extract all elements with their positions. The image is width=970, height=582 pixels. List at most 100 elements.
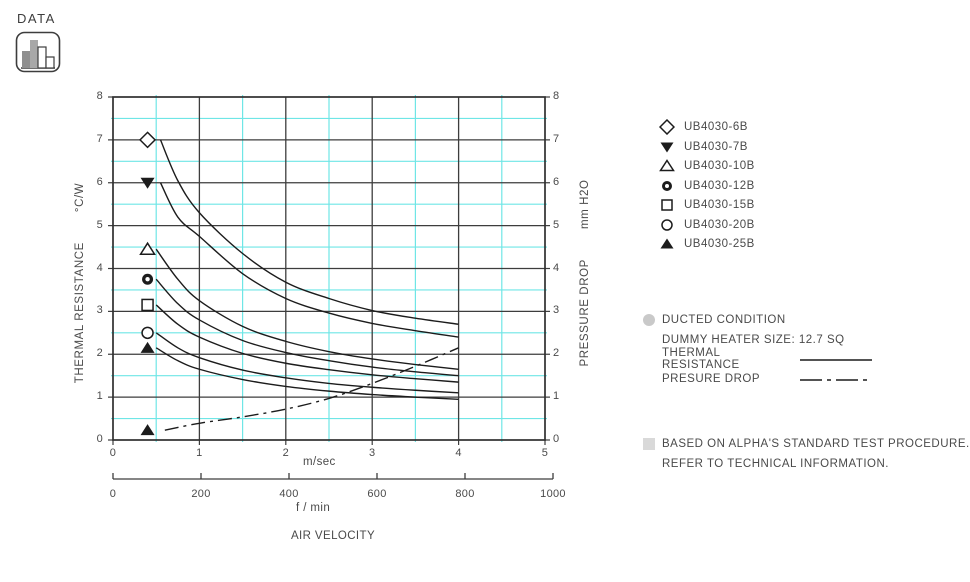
x-tick-fmin: 600 xyxy=(367,488,387,500)
y-tick-right: 4 xyxy=(553,261,560,274)
y-tick-left: 1 xyxy=(96,390,103,403)
bar-chart-icon xyxy=(15,31,61,73)
triangle-up-filled-marker xyxy=(140,424,155,436)
note-pressure-drop: PRESURE DROP xyxy=(662,372,872,386)
circle-bullseye-marker xyxy=(142,273,154,285)
x-axis-msec-label: m/sec xyxy=(303,456,336,468)
x-axis-fmin-scale xyxy=(112,473,554,480)
legend-item-ub4030-10b: UB4030-10B xyxy=(659,159,755,173)
x-tick-fmin: 800 xyxy=(455,488,475,500)
y-tick-left: 7 xyxy=(96,132,103,145)
x-tick-msec: 2 xyxy=(282,447,289,459)
notes-block: DUCTED CONDITION DUMMY HEATER SIZE: 12.7… xyxy=(643,313,872,391)
y-right-title-text: PRESSURE DROP xyxy=(579,259,591,367)
legend-label: UB4030-25B xyxy=(684,238,755,250)
y-right-unit-text: mm H2O xyxy=(579,179,591,230)
y-tick-right: 3 xyxy=(553,304,560,317)
y-tick-right: 2 xyxy=(553,347,560,360)
ducted-condition-label: DUCTED CONDITION xyxy=(662,314,786,326)
curve-ub4030-25b xyxy=(155,347,459,400)
triangle-up-open-marker xyxy=(659,159,675,172)
solid-line-sample xyxy=(800,350,872,368)
x-tick-msec: 3 xyxy=(368,447,376,459)
legend-item-ub4030-25b: UB4030-25B xyxy=(659,237,755,251)
legend-label: UB4030-15B xyxy=(684,199,755,211)
y-tick-left: 3 xyxy=(96,304,103,317)
curve-ub4030-20b xyxy=(155,332,459,394)
y-left-title-text: THERMAL RESISTANCE xyxy=(74,242,86,384)
curve-ub4030-15b xyxy=(155,304,459,383)
y-tick-left: 2 xyxy=(96,347,103,360)
y-tick-right: 5 xyxy=(553,218,560,231)
x-axis-fmin-label: f / min xyxy=(296,502,331,514)
y-tick-left: 0 xyxy=(96,433,103,445)
y-tick-right: 7 xyxy=(553,132,560,145)
footer-text-2: REFER TO TECHNICAL INFORMATION. xyxy=(662,457,889,470)
legend-label: UB4030-7B xyxy=(684,140,748,153)
y-tick-right: 6 xyxy=(553,175,560,188)
x-tick-fmin: 1000 xyxy=(540,488,566,500)
circle-bullet-icon xyxy=(643,314,655,326)
curve-ub4030-7b xyxy=(159,182,459,338)
note-heater-size: DUMMY HEATER SIZE: 12.7 SQ xyxy=(662,333,872,347)
triangle-down-filled-marker xyxy=(660,142,674,152)
square-open-icon xyxy=(661,199,673,211)
x-tick-msec: 0 xyxy=(109,447,117,459)
triangle-up-open-marker xyxy=(139,241,156,255)
heater-size-label: DUMMY HEATER SIZE: 12.7 SQ xyxy=(662,333,845,346)
dashdot-line-sample xyxy=(800,370,868,388)
triangle-up-filled-marker xyxy=(660,238,674,249)
legend-item-ub4030-6b: UB4030-6B xyxy=(659,119,755,135)
footer-note-block: BASED ON ALPHA'S STANDARD TEST PROCEDURE… xyxy=(643,437,970,476)
plot-border xyxy=(112,96,546,441)
footer-line-1: BASED ON ALPHA'S STANDARD TEST PROCEDURE… xyxy=(643,437,970,451)
triangle-up-open-icon xyxy=(659,159,675,172)
note-ducted-condition: DUCTED CONDITION xyxy=(643,313,872,327)
x-tick-msec: 1 xyxy=(196,447,203,459)
legend-item-ub4030-12b: UB4030-12B xyxy=(659,179,755,193)
circle-open-marker xyxy=(661,218,673,231)
curve-ub4030-6b xyxy=(159,139,459,325)
triangle-down-filled-marker xyxy=(140,177,155,189)
diamond-open-marker xyxy=(659,119,675,135)
circle-open-icon xyxy=(661,218,673,231)
legend-label: UB4030-10B xyxy=(684,160,755,172)
y-tick-left: 4 xyxy=(96,261,103,274)
y-tick-left: 6 xyxy=(96,175,103,188)
chart-plot-area xyxy=(108,95,550,445)
y-tick-right: 0 xyxy=(553,433,560,445)
x-tick-fmin: 400 xyxy=(279,488,299,500)
x-axis-title: AIR VELOCITY xyxy=(290,530,376,542)
y-axis-left-title: THERMAL RESISTANCE °C/W xyxy=(74,183,86,384)
y-axis-right-title: PRESSURE DROP mm H2O xyxy=(579,179,591,366)
x-tick-fmin: 0 xyxy=(109,488,117,500)
y-tick-right: 8 xyxy=(553,90,560,102)
legend-item-ub4030-20b: UB4030-20B xyxy=(659,218,755,232)
legend-item-ub4030-7b: UB4030-7B xyxy=(659,140,755,154)
legend-item-ub4030-15b: UB4030-15B xyxy=(659,198,755,212)
data-badge-label: DATA xyxy=(17,11,56,26)
x-tick-msec: 5 xyxy=(541,447,549,459)
circle-bullseye-icon xyxy=(662,180,672,191)
footer-line-2: REFER TO TECHNICAL INFORMATION. xyxy=(662,457,970,471)
triangle-down-filled-icon xyxy=(660,142,674,152)
curve-ub4030-10b xyxy=(155,248,459,370)
x-tick-fmin: 200 xyxy=(191,488,211,500)
curve-pressure-drop xyxy=(164,347,459,431)
pressure-drop-label: PRESURE DROP xyxy=(662,372,761,385)
square-open-marker xyxy=(661,199,673,211)
curve-ub4030-12b xyxy=(155,278,459,377)
diamond-open-marker xyxy=(138,131,157,149)
square-bullet-icon xyxy=(643,438,655,450)
triangle-up-filled-marker xyxy=(140,341,155,353)
diamond-open-icon xyxy=(659,119,675,135)
triangle-up-filled-icon xyxy=(660,238,674,249)
circle-open-marker xyxy=(141,326,154,340)
y-tick-left: 8 xyxy=(96,90,103,102)
x-tick-msec: 4 xyxy=(455,447,462,459)
y-tick-right: 1 xyxy=(553,390,560,403)
thermal-resistance-label: THERMAL RESISTANCE xyxy=(662,347,740,371)
square-open-marker xyxy=(141,298,154,312)
footer-text-1: BASED ON ALPHA'S STANDARD TEST PROCEDURE… xyxy=(662,438,970,450)
